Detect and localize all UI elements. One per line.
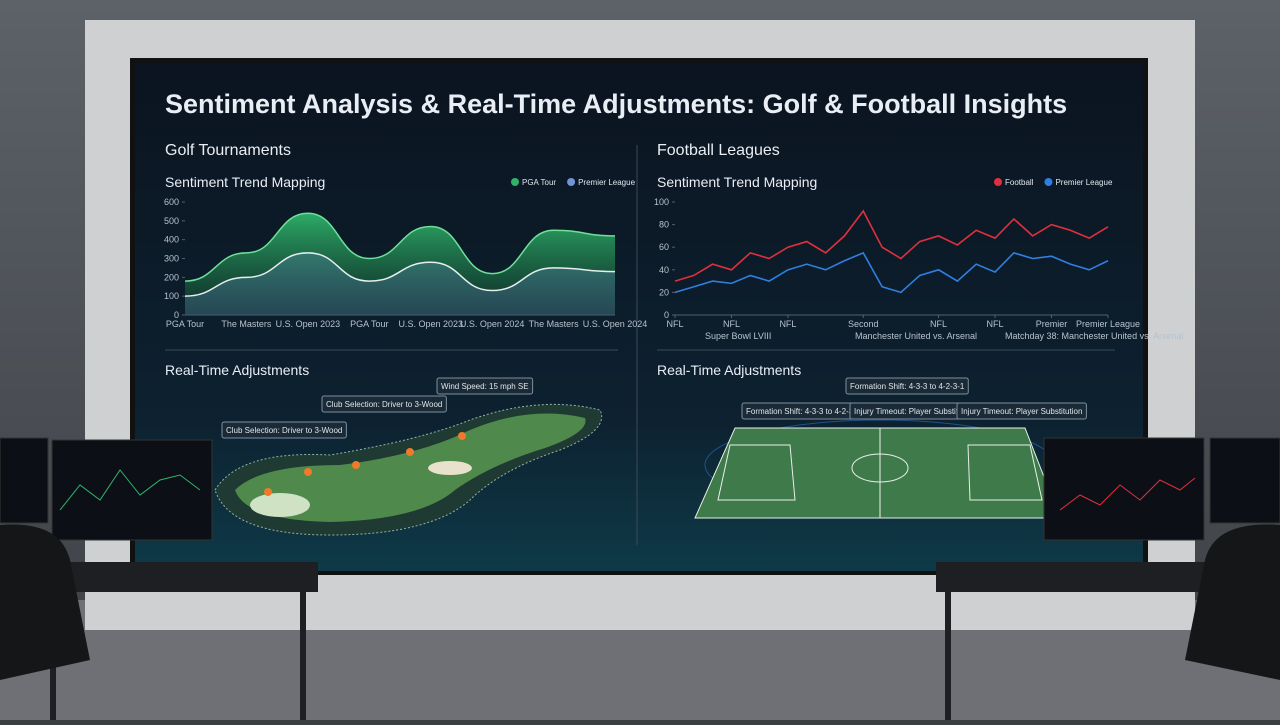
callout [845,377,969,395]
y-tick-label: 60 [659,242,669,252]
legend-label: Football [1005,178,1034,187]
legend-label: PGA Tour [522,178,556,187]
y-tick-label: 20 [659,287,669,297]
x-tick-label: NFL [779,319,796,329]
y-tick-label: 80 [659,220,669,230]
line [674,251,1109,294]
adjustment-label: Formation Shift: 4-3-3 to 4-2-3-1 [746,407,861,416]
adjustment-label: Formation Shift: 4-3-3 to 4-2-3-1 [850,382,965,391]
section-heading: Golf Tournaments [165,142,291,159]
golf-course [214,403,602,536]
x-tick-label: PGA Tour [166,319,204,329]
section-heading: Real-Time Adjustments [657,362,801,378]
x-tick-label: NFL [930,319,947,329]
x-tick-label: PGA Tour [350,319,388,329]
x-tick-label: U.S. Open 2024 [583,319,648,329]
adjustment-label: Wind Speed: 15 mph SE [441,382,529,391]
chart-title: Sentiment Trend Mapping [165,174,325,190]
x-tick-label: U.S. Open 2024 [460,319,525,329]
callout [956,402,1087,420]
line [184,252,616,297]
title: Sentiment Analysis & Real-Time Adjustmen… [165,89,1067,119]
section-heading: Real-Time Adjustments [165,362,309,378]
legend-swatch [1044,178,1053,186]
y-tick-label: 40 [659,265,669,275]
adjustment-label: Injury Timeout: Player Substitution [854,407,975,416]
workstations [0,437,1280,720]
section-heading: Football Leagues [657,142,780,159]
legend-swatch [994,178,1002,186]
x-tick-label: NFL [666,319,683,329]
adjustment-label: Injury Timeout: Player Substitution [961,407,1082,416]
x-tick-label: NFL [987,319,1004,329]
callout [436,377,534,395]
y-tick-label: 100 [164,291,179,301]
area [185,252,615,315]
y-tick-label: 0 [174,310,179,320]
x-tick-label: The Masters [221,319,272,329]
callout [321,395,447,413]
annotation: Super Bowl LVIII [705,331,771,341]
legend-label: Premier League [1055,178,1112,187]
x-tick-label: U.S. Open 2023 [398,319,463,329]
line [184,212,616,282]
legend-label: Premier League [578,178,635,187]
y-tick-label: 600 [164,197,179,207]
area [185,213,615,315]
adjustment-label: Club Selection: Driver to 3-Wood [226,426,342,435]
chart-title: Sentiment Trend Mapping [657,174,817,190]
line [674,209,1109,282]
y-tick-label: 400 [164,235,179,245]
x-tick-label: Premier League [1076,319,1140,329]
annotation: Matchday 38: Manchester United vs. Arsen… [1005,331,1184,341]
y-tick-label: 0 [664,310,669,320]
callout [221,421,347,439]
x-tick-label: Second [848,319,879,329]
y-tick-label: 200 [164,272,179,282]
y-tick-label: 100 [654,197,669,207]
x-tick-label: The Masters [529,319,580,329]
y-tick-label: 500 [164,216,179,226]
annotation: Manchester United vs. Arsenal [855,331,977,341]
x-tick-label: Premier [1036,319,1068,329]
x-tick-label: U.S. Open 2023 [276,319,341,329]
legend-swatch [567,178,576,186]
adjustment-label: Club Selection: Driver to 3-Wood [326,400,442,409]
football-pitch [694,419,1061,519]
y-tick-label: 300 [164,254,179,264]
legend-swatch [511,178,519,186]
x-tick-label: NFL [723,319,740,329]
